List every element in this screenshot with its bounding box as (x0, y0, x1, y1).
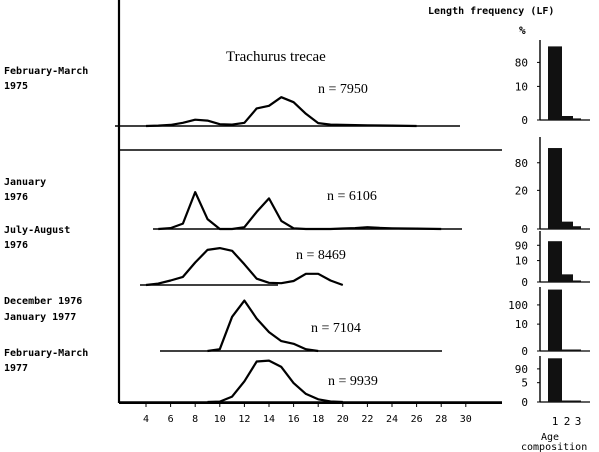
x-tick-label-26: 26 (411, 414, 423, 425)
age-category-label-1: 1 (552, 415, 559, 428)
age-category-label-3: 3 (575, 415, 582, 428)
length-curve-2 (158, 191, 442, 231)
percent-symbol: % (519, 24, 526, 37)
age-axis-label-5-2: 5 (521, 377, 528, 390)
age-axis-label-line1: Age (541, 432, 559, 443)
age-axis-label-3-1: 90 (515, 239, 528, 252)
age-axis-label-4-2: 10 (515, 318, 528, 331)
period-label-4-line1: December 1976 (4, 296, 82, 307)
age-axis-label-1-1: 80 (515, 56, 528, 69)
age-axis-label-2-3: 0 (521, 223, 528, 236)
length-curve-1 (145, 96, 417, 128)
x-tick-label-12: 12 (238, 414, 250, 425)
x-tick-label-24: 24 (386, 414, 398, 425)
age-bar-panel3-age1 (548, 241, 562, 282)
static-frame (117, 0, 502, 404)
age-bar-panel1-age1 (548, 46, 562, 120)
age-bar-panel2-age2 (561, 221, 573, 229)
period-label-5-line1: February-March (4, 348, 88, 359)
n-label-4: n = 7104 (311, 321, 361, 336)
age-bar-panel1-age2 (561, 116, 573, 120)
age-bar-panel1-age3 (572, 118, 581, 120)
x-tick-label-22: 22 (361, 414, 373, 425)
age-bar-panel4-age1 (548, 289, 562, 351)
x-tick-label-30: 30 (460, 414, 472, 425)
n-label-2: n = 6106 (327, 189, 377, 204)
age-bar-panel4-age2 (561, 349, 573, 351)
period-label-2-line1: January (4, 177, 46, 188)
chart-header: Length frequency (LF) (428, 6, 554, 17)
age-axis-label-line2: composition (521, 442, 587, 452)
n-label-5: n = 9939 (328, 374, 378, 389)
age-category-label-2: 2 (564, 415, 571, 428)
n-label-3: n = 8469 (296, 248, 346, 263)
panel-labels: February-March 1975 n = 7950 January 1976 n =… (4, 66, 378, 389)
age-bar-panel2-age3 (572, 226, 581, 229)
n-label-1: n = 7950 (318, 82, 368, 97)
x-tick-label-4: 4 (143, 414, 149, 425)
age-bar-panel5-age1 (548, 358, 562, 402)
age-bar-panel2-age1 (548, 148, 562, 229)
age-axis-label-3-2: 10 (515, 255, 528, 268)
age-bar-panel3-age2 (561, 274, 573, 282)
x-tick-label-28: 28 (435, 414, 447, 425)
age-axis-label-5-1: 90 (515, 363, 528, 376)
age-axis-label-1-3: 0 (521, 114, 528, 127)
x-tick-label-14: 14 (263, 414, 275, 425)
period-label-3-line2: 1976 (4, 240, 28, 251)
period-label-2-line2: 1976 (4, 192, 28, 203)
age-axis-label-5-3: 0 (521, 396, 528, 409)
length-curve-5 (207, 359, 343, 404)
age-axis-label-2-2: 20 (515, 184, 528, 197)
age-axis-label-4-1: 100 (508, 299, 528, 312)
age-axis-label-1-2: 10 (515, 80, 528, 93)
age-bar-panel5-age2 (561, 400, 573, 402)
x-tick-label-6: 6 (168, 414, 174, 425)
age-bar-panel5-age3 (572, 400, 581, 402)
period-label-1-line1: February-March (4, 66, 88, 77)
period-label-4-line2: January 1977 (4, 312, 76, 323)
length-curve-3 (145, 247, 344, 287)
x-tick-label-20: 20 (337, 414, 349, 425)
age-axis-label-4-3: 0 (521, 345, 528, 358)
length-curves (115, 96, 502, 404)
period-label-1-line2: 1975 (4, 81, 28, 92)
age-axis-label-3-3: 0 (521, 276, 528, 289)
x-tick-label-10: 10 (214, 414, 226, 425)
x-tick-label-8: 8 (192, 414, 198, 425)
x-tick-label-18: 18 (312, 414, 324, 425)
length-curve-4 (207, 299, 319, 353)
species-label: Trachurus trecae (226, 49, 326, 65)
x-tick-label-16: 16 (288, 414, 300, 425)
age-bar-panel3-age3 (572, 280, 581, 282)
age-bar-panel4-age3 (572, 349, 581, 351)
period-label-5-line2: 1977 (4, 363, 28, 374)
period-label-3-line1: July-August (4, 225, 70, 236)
age-axis-label-2-1: 80 (515, 157, 528, 170)
x-axis-ticks: 4 6 8 10 12 14 16 18 20 22 24 26 28 30 (143, 403, 472, 425)
